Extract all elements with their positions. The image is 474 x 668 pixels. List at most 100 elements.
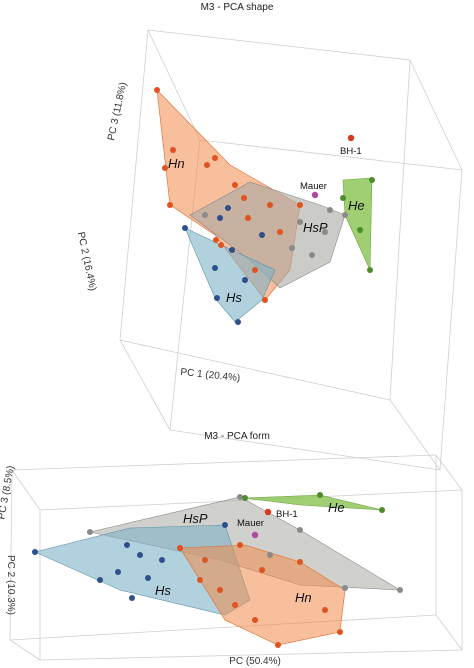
point-HsP	[297, 527, 303, 533]
group-label-Hs: Hs	[226, 290, 242, 305]
point-Hn	[213, 237, 219, 243]
series-He-points	[340, 177, 375, 273]
point-He	[357, 227, 363, 233]
point-Hs	[32, 549, 38, 555]
point-Hs	[145, 575, 151, 581]
point-Hn	[218, 242, 224, 248]
pca-shape-panel: M3 - PCA shape	[75, 2, 463, 471]
point-Hn	[267, 202, 273, 208]
z-axis-label: PC 3 (11.8%)	[106, 81, 129, 141]
point-He	[369, 177, 375, 183]
point-Hs	[242, 277, 248, 283]
point-HsP	[327, 207, 333, 213]
point-Hn	[204, 162, 210, 168]
series-HsP-points	[87, 494, 403, 593]
group-label-He: He	[328, 500, 345, 515]
point-BH-1	[264, 508, 272, 516]
y-axis-label: PC 2 (16.4%)	[75, 231, 98, 292]
point-label-BH-1: BH-1	[340, 146, 362, 157]
series-Hs-points	[32, 522, 228, 601]
group-label-Hs: Hs	[155, 583, 171, 598]
point-Hs	[259, 232, 265, 238]
point-Hn	[241, 195, 247, 201]
point-HsP	[267, 552, 273, 558]
point-He	[317, 492, 323, 498]
point-HsP	[202, 212, 208, 218]
point-Hn	[262, 297, 268, 303]
point-BH-1	[347, 134, 355, 142]
point-Hn	[245, 215, 251, 221]
point-Hn	[177, 545, 183, 551]
group-label-HsP: HsP	[303, 220, 328, 235]
point-HsP	[397, 587, 403, 593]
point-Hn	[167, 202, 173, 208]
point-Hs	[229, 247, 235, 253]
point-Hn	[252, 267, 258, 273]
point-Hn	[322, 607, 328, 613]
series-He-points	[242, 492, 385, 513]
point-Hn	[154, 87, 160, 93]
series-Hn-points	[154, 87, 303, 303]
point-label-BH-1: BH-1	[276, 509, 298, 520]
group-label-Hn: Hn	[295, 590, 312, 605]
point-Hn	[337, 629, 343, 635]
series-Hn-points	[177, 542, 343, 648]
point-Hn	[237, 542, 243, 548]
point-label-Mauer: Mauer	[300, 181, 327, 192]
point-Hn	[297, 559, 303, 565]
point-Hn	[197, 577, 203, 583]
point-HsP	[309, 252, 315, 258]
point-Hs	[214, 295, 220, 301]
point-HsP	[297, 219, 303, 225]
point-Hs	[182, 225, 188, 231]
point-Hn	[297, 202, 303, 208]
point-Hs	[124, 542, 130, 548]
point-HsP	[237, 494, 243, 500]
x-axis-label: PC (50.4%)	[229, 656, 281, 667]
point-HsP	[289, 245, 295, 251]
point-Hn	[252, 617, 258, 623]
hull-Hn	[179, 544, 346, 646]
point-Hs	[137, 552, 143, 558]
point-Hn	[232, 602, 238, 608]
bounding-box	[9, 454, 463, 661]
point-Hs	[129, 595, 135, 601]
series-HsP-points	[202, 207, 348, 258]
point-Hs	[225, 205, 231, 211]
point-HsP	[322, 229, 328, 235]
point-Hn	[232, 182, 238, 188]
pca-form-panel: M3 - PCA form	[0, 431, 463, 667]
z-axis-label: PC 3 (8.5%)	[0, 465, 17, 521]
point-He	[340, 195, 346, 201]
point-Hn	[202, 557, 208, 563]
point-Hs	[222, 522, 228, 528]
point-Hn	[162, 165, 168, 171]
point-Hs	[217, 215, 223, 221]
point-Mauer	[251, 531, 259, 539]
hull-He	[342, 177, 373, 271]
hull-He	[244, 494, 383, 511]
point-He	[242, 495, 248, 501]
chart-title: M3 - PCA shape	[201, 2, 274, 13]
point-Hn	[170, 147, 176, 153]
point-Hs	[97, 577, 103, 583]
group-label-He: He	[348, 198, 365, 213]
point-Hn	[217, 587, 223, 593]
point-Hs	[159, 557, 165, 563]
point-He	[367, 267, 373, 273]
x-axis-label: PC 1 (20.4%)	[180, 367, 241, 384]
group-label-Hn: Hn	[168, 156, 185, 171]
group-label-HsP: HsP	[183, 511, 208, 526]
point-Hs	[235, 319, 241, 325]
point-Hs	[115, 569, 121, 575]
point-HsP	[87, 529, 93, 535]
point-Hn	[275, 642, 281, 648]
point-He	[379, 507, 385, 513]
y-axis-label: PC 2 (10.3%)	[5, 555, 16, 615]
point-Hn	[277, 229, 283, 235]
point-HsP	[342, 212, 348, 218]
point-HsP	[342, 585, 348, 591]
point-Hn	[212, 155, 218, 161]
series-Hs-points	[182, 205, 265, 325]
